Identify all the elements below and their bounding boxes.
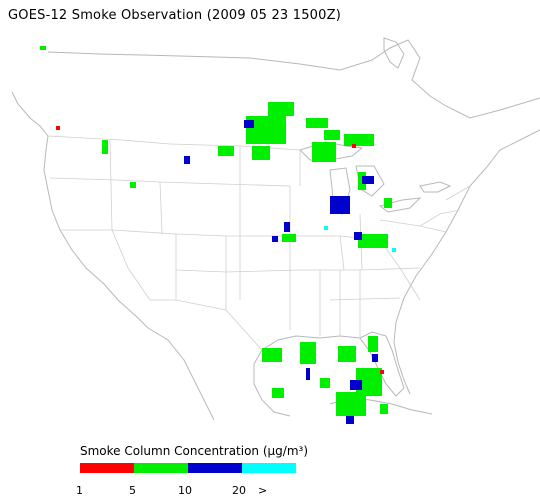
legend-swatch-1: [80, 463, 134, 473]
legend-tick-5: 5: [129, 484, 136, 497]
legend-tick-10: 10: [178, 484, 192, 497]
legend-tick-1: 1: [76, 484, 83, 497]
smoke-cyan: [324, 226, 396, 252]
legend-swatch-3: [188, 463, 242, 473]
legend-swatch-4: [242, 463, 296, 473]
state-boundaries: [47, 135, 471, 351]
map-title: GOES-12 Smoke Observation (2009 05 23 15…: [8, 8, 341, 23]
smoke-map: [11, 37, 540, 424]
smoke-red: [56, 126, 384, 374]
coastline: [11, 37, 540, 421]
legend-swatch-2: [134, 463, 188, 473]
legend-title: Smoke Column Concentration (μg/m³): [80, 444, 308, 458]
smoke-blue: [184, 120, 378, 424]
legend-tick-20: 20: [232, 484, 246, 497]
legend-tick-greater: >: [258, 484, 268, 497]
smoke-green: [40, 46, 392, 416]
legend-color-bar: [80, 463, 296, 473]
